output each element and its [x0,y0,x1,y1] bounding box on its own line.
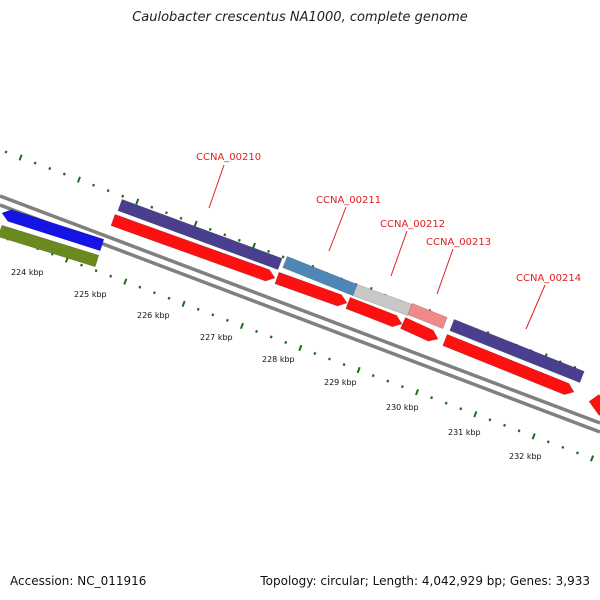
label-leaders [208,164,546,330]
lower-scale-tick [138,285,142,289]
upper-scale-tick [208,227,212,231]
upper-scale-tick [4,150,8,154]
feature-ccna-00210-cds [110,214,276,282]
scale-label: 231 kbp [448,428,481,437]
lower-scale-tick [167,296,171,300]
genome-summary-text: Topology: circular; Length: 4,042,929 bp… [260,574,590,588]
upper-scale-tick [18,154,23,161]
backbone-upper [0,194,600,425]
lower-scale-tick [531,433,536,440]
feature-ccna-00213-cds [400,317,439,342]
scale-label: 229 kbp [324,378,357,387]
gene-label: CCNA_00213 [426,237,491,248]
scale-label: 232 kbp [509,452,542,461]
feature-ccna-00211-gene [282,256,358,296]
lower-scale-tick [430,396,434,400]
upper-scale-tick [251,242,256,250]
lower-scale-tick [371,374,375,378]
leader-line [390,230,408,277]
gene-label: CCNA_00212 [380,219,445,230]
upper-scale-tick [281,255,285,259]
upper-scale-tick [150,205,154,209]
lower-scale-tick [211,313,215,317]
lower-scale-tick [444,401,448,405]
lower-scale-tick [328,357,331,361]
gene-features [0,199,600,416]
lower-scale-tick [123,278,128,285]
leader-line [208,164,225,209]
lower-scale-tick [473,411,478,418]
leader-line [525,284,546,330]
lower-scale-tick [386,379,390,383]
upper-scale-tick [179,216,183,220]
upper-scale-tick [193,220,198,227]
scale-label: 224 kbp [11,268,44,277]
lower-scale-tick [575,451,579,455]
lower-scale-tick [80,263,83,267]
gene-labels: CCNA_00210 CCNA_00211 CCNA_00212 CCNA_00213… [196,152,581,284]
gene-label: CCNA_00211 [316,195,381,206]
lower-scale-tick [503,423,506,427]
upper-scale-tick [33,161,37,165]
lower-scale-tick [400,385,404,389]
lower-scale-tick [459,407,463,411]
upper-scale-tick [237,238,241,242]
lower-scale-tick [181,300,186,307]
lower-scale-tick [517,429,521,433]
feature-left-blue [1,209,105,252]
upper-scale-tick [121,194,125,198]
lower-scale-tick [255,329,259,333]
gene-label: CCNA_00210 [196,152,261,163]
upper-scale-tick [106,189,110,193]
feature-left-green [0,224,100,268]
lower-scale-tick [196,307,200,311]
scale-label: 225 kbp [74,290,107,299]
lower-scale-tick [342,362,346,367]
upper-scale-tick [62,172,66,176]
feature-edge-cds [588,394,600,416]
scale-label: 227 kbp [200,333,233,342]
accession-text: Accession: NC_011916 [10,574,147,588]
lower-scale-tick [269,335,273,339]
lower-scale-tick [590,455,595,462]
feature-ccna-00211-cds [274,271,348,307]
lower-scale-tick [546,440,550,444]
feature-ccna-00212-cds [345,297,403,328]
scale-labels: 224 kbp 225 kbp 226 kbp 227 kbp 228 kbp 229 k… [11,268,542,461]
lower-scale-tick [561,445,565,449]
lower-scale-tick [488,418,492,422]
feature-ccna-00214-cds [442,334,575,395]
leader-line [328,206,347,252]
feature-ccna-00210-gene [117,199,283,270]
lower-scale-tick [313,351,317,356]
feature-ccna-00214-gene [449,319,585,383]
lower-scale-tick [284,340,288,345]
map-title: Caulobacter crescentus NA1000, complete … [132,10,468,25]
lower-scale-tick [225,318,229,322]
upper-scale-tick [76,176,81,183]
upper-scale-tick [48,167,52,171]
upper-scale-tick [92,183,95,187]
lower-scale-tick [414,388,419,396]
upper-scale-tick [164,211,168,215]
lower-scale-tick [356,366,361,374]
scale-label: 226 kbp [137,311,170,320]
scale-ticks [4,150,595,462]
lower-scale-tick [298,344,303,352]
scale-label: 230 kbp [386,403,419,412]
leader-line [436,248,454,295]
feature-ccna-00213-gene [407,303,448,329]
upper-scale-tick [135,198,140,205]
gene-label: CCNA_00214 [516,273,581,284]
upper-scale-tick [223,233,227,237]
scale-label: 228 kbp [262,355,295,364]
upper-scale-tick [267,249,271,253]
lower-scale-tick [239,322,244,330]
lower-scale-tick [109,274,113,278]
lower-scale-tick [94,269,98,273]
lower-scale-tick [152,291,156,295]
